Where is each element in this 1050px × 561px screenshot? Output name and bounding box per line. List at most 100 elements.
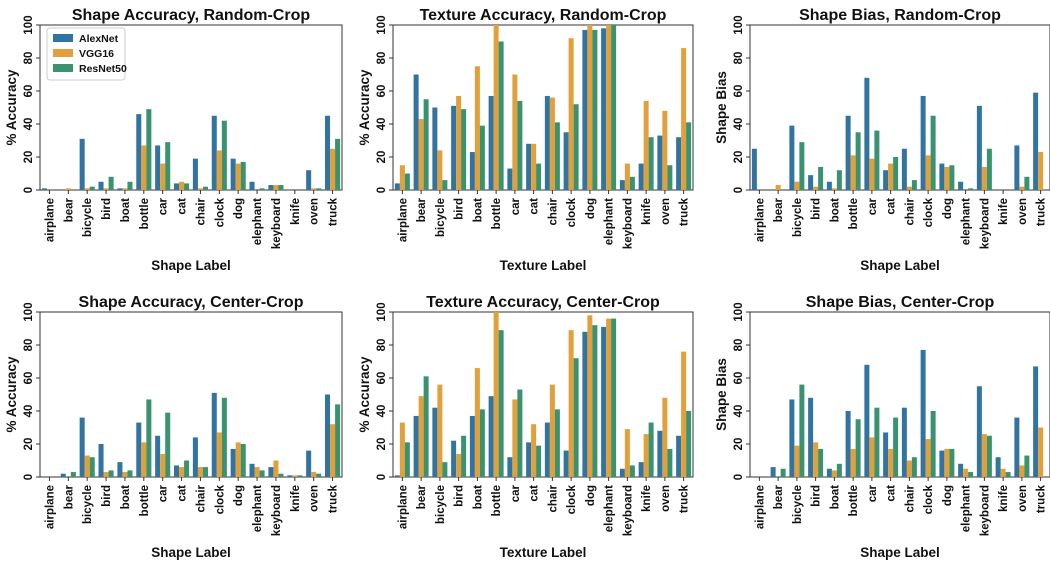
bar-resnet50-chair	[202, 186, 208, 190]
x-tick-label: truck	[679, 484, 691, 513]
bar-alexnet-bicycle	[432, 107, 438, 190]
bar-alexnet-oven	[657, 135, 663, 190]
bar-resnet50-dog	[592, 29, 598, 191]
bar-resnet50-car	[874, 130, 880, 190]
bar-vgg16-bicycle	[84, 455, 90, 477]
x-axis-label: Shape Label	[151, 258, 231, 273]
bar-resnet50-car	[874, 407, 880, 477]
bar-resnet50-clock	[573, 358, 579, 477]
bar-resnet50-keyboard	[629, 465, 635, 477]
y-tick-label: 80	[733, 339, 745, 352]
bar-vgg16-oven	[1019, 465, 1025, 477]
x-tick-label: bird	[811, 198, 823, 220]
x-tick-label: dog	[942, 485, 954, 506]
bar-alexnet-clock	[563, 132, 569, 190]
panel-3: Shape Bias, Random-Crop 0 20 40 60 80 100 Shape…	[714, 7, 1050, 273]
bar-vgg16-knife	[643, 434, 649, 477]
bar-alexnet-cat	[174, 183, 180, 190]
bar-resnet50-bicycle	[89, 457, 95, 477]
bar-resnet50-car	[165, 412, 171, 477]
bar-vgg16-truck	[1038, 427, 1044, 477]
x-tick-label: cat	[177, 198, 189, 215]
bar-resnet50-cat	[536, 445, 542, 477]
x-tick-label: oven	[1017, 485, 1029, 512]
x-tick-label: car	[867, 197, 879, 215]
legend-label: VGG16	[79, 48, 114, 60]
x-tick-label: airplane	[754, 198, 766, 242]
x-tick-label: car	[510, 197, 522, 215]
x-tick-label: bottle	[848, 485, 860, 516]
bar-resnet50-bear	[780, 468, 786, 477]
x-tick-label: boat	[829, 198, 841, 222]
y-tick-label: 100	[376, 15, 388, 34]
bar-resnet50-bottle	[498, 41, 504, 190]
bar-vgg16-bear	[775, 185, 781, 190]
bar-alexnet-bottle	[845, 411, 851, 477]
x-tick-label: boat	[120, 485, 132, 509]
bar-resnet50-boat	[127, 181, 133, 190]
x-tick-label: keyboard	[271, 485, 283, 536]
bar-alexnet-truck	[325, 115, 331, 190]
bar-resnet50-truck	[335, 138, 341, 190]
y-tick-label: 60	[733, 372, 745, 385]
bar-alexnet-car	[507, 457, 513, 477]
panel-title: Shape Bias, Random-Crop	[799, 7, 1001, 24]
bar-vgg16-bear	[418, 119, 424, 190]
bar-resnet50-bear	[423, 99, 429, 190]
bar-resnet50-keyboard	[986, 435, 992, 477]
bar-alexnet-truck	[325, 394, 331, 477]
bar-alexnet-boat	[826, 181, 832, 190]
bar-vgg16-bird	[813, 186, 819, 190]
x-tick-label: airplane	[754, 485, 766, 529]
bar-vgg16-bird	[456, 95, 462, 190]
bar-alexnet-dog	[939, 163, 945, 190]
bar-vgg16-chair	[549, 97, 555, 190]
bar-vgg16-car	[160, 163, 166, 190]
bar-vgg16-dog	[235, 442, 241, 477]
x-tick-label: bottle	[139, 198, 151, 229]
bar-resnet50-cat	[893, 417, 899, 477]
bar-alexnet-chair	[192, 437, 198, 477]
bar-alexnet-airplane	[394, 475, 400, 477]
bar-vgg16-boat	[831, 188, 837, 190]
bar-vgg16-boat	[474, 66, 480, 190]
y-tick-label: 40	[376, 118, 388, 131]
bar-alexnet-bear	[413, 415, 419, 477]
y-tick-label: 20	[376, 151, 388, 164]
bar-alexnet-truck	[676, 435, 682, 477]
bar-alexnet-keyboard	[268, 185, 274, 190]
x-tick-label: airplane	[44, 198, 56, 242]
x-tick-label: dog	[233, 198, 245, 219]
bar-alexnet-cat	[526, 442, 532, 477]
x-tick-label: boat	[829, 485, 841, 509]
bar-vgg16-keyboard	[273, 185, 279, 190]
bar-vgg16-bird	[103, 472, 109, 477]
bar-vgg16-bicycle	[437, 150, 443, 190]
y-axis-label: Shape Bias	[714, 358, 729, 431]
x-tick-label: truck	[328, 484, 340, 513]
bar-alexnet-car	[155, 435, 161, 477]
bar-alexnet-chair	[544, 422, 550, 477]
x-tick-label: elephant	[252, 485, 264, 532]
bar-resnet50-boat	[836, 463, 842, 477]
bar-resnet50-bottle	[146, 109, 152, 190]
bar-alexnet-cat	[883, 170, 889, 190]
bar-resnet50-knife	[297, 475, 303, 477]
bar-alexnet-bear	[413, 74, 419, 190]
bar-vgg16-bottle	[493, 25, 499, 190]
bar-resnet50-chair	[911, 457, 917, 477]
bar-resnet50-boat	[479, 125, 485, 190]
bar-alexnet-dog	[582, 331, 588, 477]
bar-resnet50-dog	[240, 161, 246, 190]
panel-title: Texture Accuracy, Center-Crop	[426, 294, 660, 311]
bar-alexnet-boat	[469, 415, 475, 477]
bar-alexnet-oven	[1014, 417, 1020, 477]
x-tick-label: bottle	[139, 485, 151, 516]
bar-alexnet-oven	[306, 450, 312, 477]
bar-alexnet-keyboard	[619, 468, 625, 477]
x-tick-label: bicycle	[792, 198, 804, 237]
bar-vgg16-knife	[643, 100, 649, 190]
bar-alexnet-truck	[1033, 92, 1039, 190]
bar-alexnet-bottle	[136, 114, 142, 190]
x-tick-label: bear	[416, 197, 428, 222]
